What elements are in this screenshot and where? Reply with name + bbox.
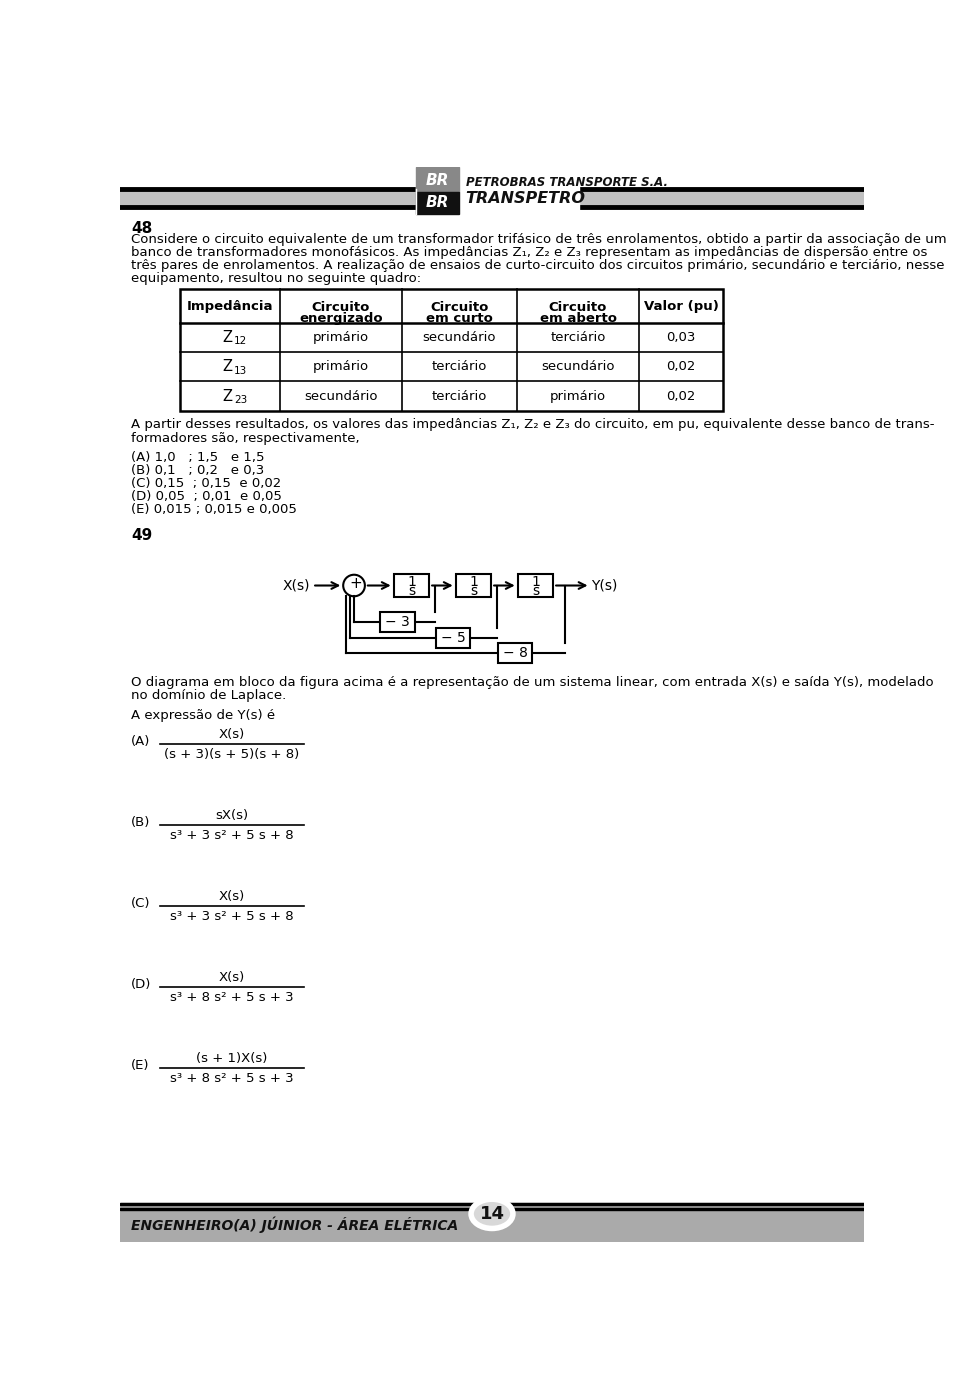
Text: Considere o circuito equivalente de um transformador trifásico de três enrolamen: Considere o circuito equivalente de um t…: [131, 233, 947, 246]
Text: (C): (C): [131, 897, 151, 910]
Text: 0,02: 0,02: [666, 389, 696, 403]
Text: X(s): X(s): [219, 890, 245, 903]
Text: (E) 0,015 ; 0,015 e 0,005: (E) 0,015 ; 0,015 e 0,005: [131, 504, 297, 516]
Text: três pares de enrolamentos. A realização de ensaios de curto-circuito dos circui: três pares de enrolamentos. A realização…: [131, 259, 945, 272]
Text: formadores são, respectivamente,: formadores são, respectivamente,: [131, 431, 359, 445]
Text: ENGENHEIRO(A) JÚINIOR - ÁREA ELÉTRICA: ENGENHEIRO(A) JÚINIOR - ÁREA ELÉTRICA: [131, 1216, 458, 1233]
Text: s: s: [408, 585, 415, 598]
Text: 0,03: 0,03: [666, 331, 696, 345]
Text: s³ + 8 s² + 5 s + 3: s³ + 8 s² + 5 s + 3: [170, 1071, 294, 1085]
Text: (C) 0,15  ; 0,15  e 0,02: (C) 0,15 ; 0,15 e 0,02: [131, 477, 281, 490]
Text: s³ + 3 s² + 5 s + 8: s³ + 3 s² + 5 s + 8: [170, 829, 294, 843]
Text: s³ + 8 s² + 5 s + 3: s³ + 8 s² + 5 s + 3: [170, 990, 294, 1004]
Text: A expressão de Y(s) é: A expressão de Y(s) é: [131, 709, 275, 721]
Text: Circuito: Circuito: [549, 301, 608, 314]
Text: energizado: energizado: [300, 312, 383, 325]
Text: (s + 1)X(s): (s + 1)X(s): [196, 1052, 268, 1064]
Bar: [380, 612, 415, 632]
Text: Valor (pu): Valor (pu): [643, 300, 718, 312]
Text: 48: 48: [131, 222, 152, 236]
Text: 23: 23: [234, 395, 247, 405]
Text: BR: BR: [426, 195, 449, 211]
Bar: [416, 166, 579, 213]
Bar: [517, 573, 553, 597]
Text: sX(s): sX(s): [215, 809, 249, 822]
Text: banco de transformadores monofásicos. As impedâncias Z₁, Z₂ e Z₃ representam as : banco de transformadores monofásicos. As…: [131, 246, 927, 259]
Text: TRANSPETRO: TRANSPETRO: [466, 191, 586, 205]
Text: (A) 1,0   ; 1,5   e 1,5: (A) 1,0 ; 1,5 e 1,5: [131, 451, 264, 463]
Text: 1: 1: [469, 575, 478, 589]
Text: s: s: [469, 585, 477, 598]
Text: primário: primário: [550, 389, 606, 403]
Bar: [456, 573, 492, 597]
Text: 1: 1: [407, 575, 416, 589]
Text: Z: Z: [222, 331, 232, 345]
Bar: [120, 1202, 864, 1242]
Text: Z: Z: [222, 389, 232, 403]
Text: − 5: − 5: [441, 631, 466, 644]
Text: secundário: secundário: [541, 360, 614, 374]
Text: (s + 3)(s + 5)(s + 8): (s + 3)(s + 5)(s + 8): [164, 748, 300, 762]
Text: 13: 13: [234, 365, 247, 375]
Text: primário: primário: [313, 331, 369, 345]
Text: em curto: em curto: [426, 312, 492, 325]
Text: +: +: [349, 576, 362, 590]
Bar: [436, 628, 470, 647]
Text: terciário: terciário: [550, 331, 606, 345]
Text: equipamento, resultou no seguinte quadro:: equipamento, resultou no seguinte quadro…: [131, 272, 421, 285]
Bar: [120, 188, 864, 208]
Text: Circuito: Circuito: [312, 301, 370, 314]
Text: (B): (B): [131, 816, 150, 829]
Text: 12: 12: [234, 336, 247, 346]
Text: PETROBRAS TRANSPORTE S.A.: PETROBRAS TRANSPORTE S.A.: [466, 176, 667, 190]
Text: 1: 1: [531, 575, 540, 589]
Text: primário: primário: [313, 360, 369, 374]
Text: (A): (A): [131, 735, 150, 748]
Bar: [416, 167, 460, 193]
Bar: [394, 573, 429, 597]
Text: O diagrama em bloco da figura acima é a representação de um sistema linear, com : O diagrama em bloco da figura acima é a …: [131, 677, 933, 689]
Text: terciário: terciário: [432, 389, 487, 403]
Text: em aberto: em aberto: [540, 312, 616, 325]
Text: X(s): X(s): [219, 971, 245, 983]
Text: (B) 0,1   ; 0,2   e 0,3: (B) 0,1 ; 0,2 e 0,3: [131, 465, 264, 477]
Bar: [120, 1208, 864, 1209]
Text: − 3: − 3: [385, 615, 410, 629]
Ellipse shape: [471, 1200, 513, 1229]
Text: secundário: secundário: [422, 331, 496, 345]
Text: terciário: terciário: [432, 360, 487, 374]
Text: X(s): X(s): [283, 579, 310, 593]
Text: (E): (E): [131, 1059, 150, 1071]
Bar: [180, 289, 723, 410]
Text: Y(s): Y(s): [591, 579, 617, 593]
Bar: [120, 1202, 864, 1205]
Text: 49: 49: [131, 527, 152, 543]
Bar: [416, 193, 460, 213]
Text: Impedância: Impedância: [187, 300, 274, 312]
Text: (D): (D): [131, 978, 152, 990]
Text: (D) 0,05  ; 0,01  e 0,05: (D) 0,05 ; 0,01 e 0,05: [131, 490, 281, 504]
Text: 14: 14: [479, 1205, 505, 1223]
Text: X(s): X(s): [219, 728, 245, 741]
Text: s: s: [532, 585, 539, 598]
Text: Z: Z: [222, 360, 232, 374]
Text: no domínio de Laplace.: no domínio de Laplace.: [131, 689, 286, 703]
Bar: [498, 643, 532, 663]
Text: BR: BR: [426, 173, 449, 188]
Text: − 8: − 8: [503, 646, 528, 660]
Text: A partir desses resultados, os valores das impedâncias Z₁, Z₂ e Z₃ do circuito, : A partir desses resultados, os valores d…: [131, 418, 934, 431]
Text: s³ + 3 s² + 5 s + 8: s³ + 3 s² + 5 s + 8: [170, 910, 294, 923]
Text: secundário: secundário: [304, 389, 377, 403]
Text: 0,02: 0,02: [666, 360, 696, 374]
Text: Circuito: Circuito: [430, 301, 489, 314]
